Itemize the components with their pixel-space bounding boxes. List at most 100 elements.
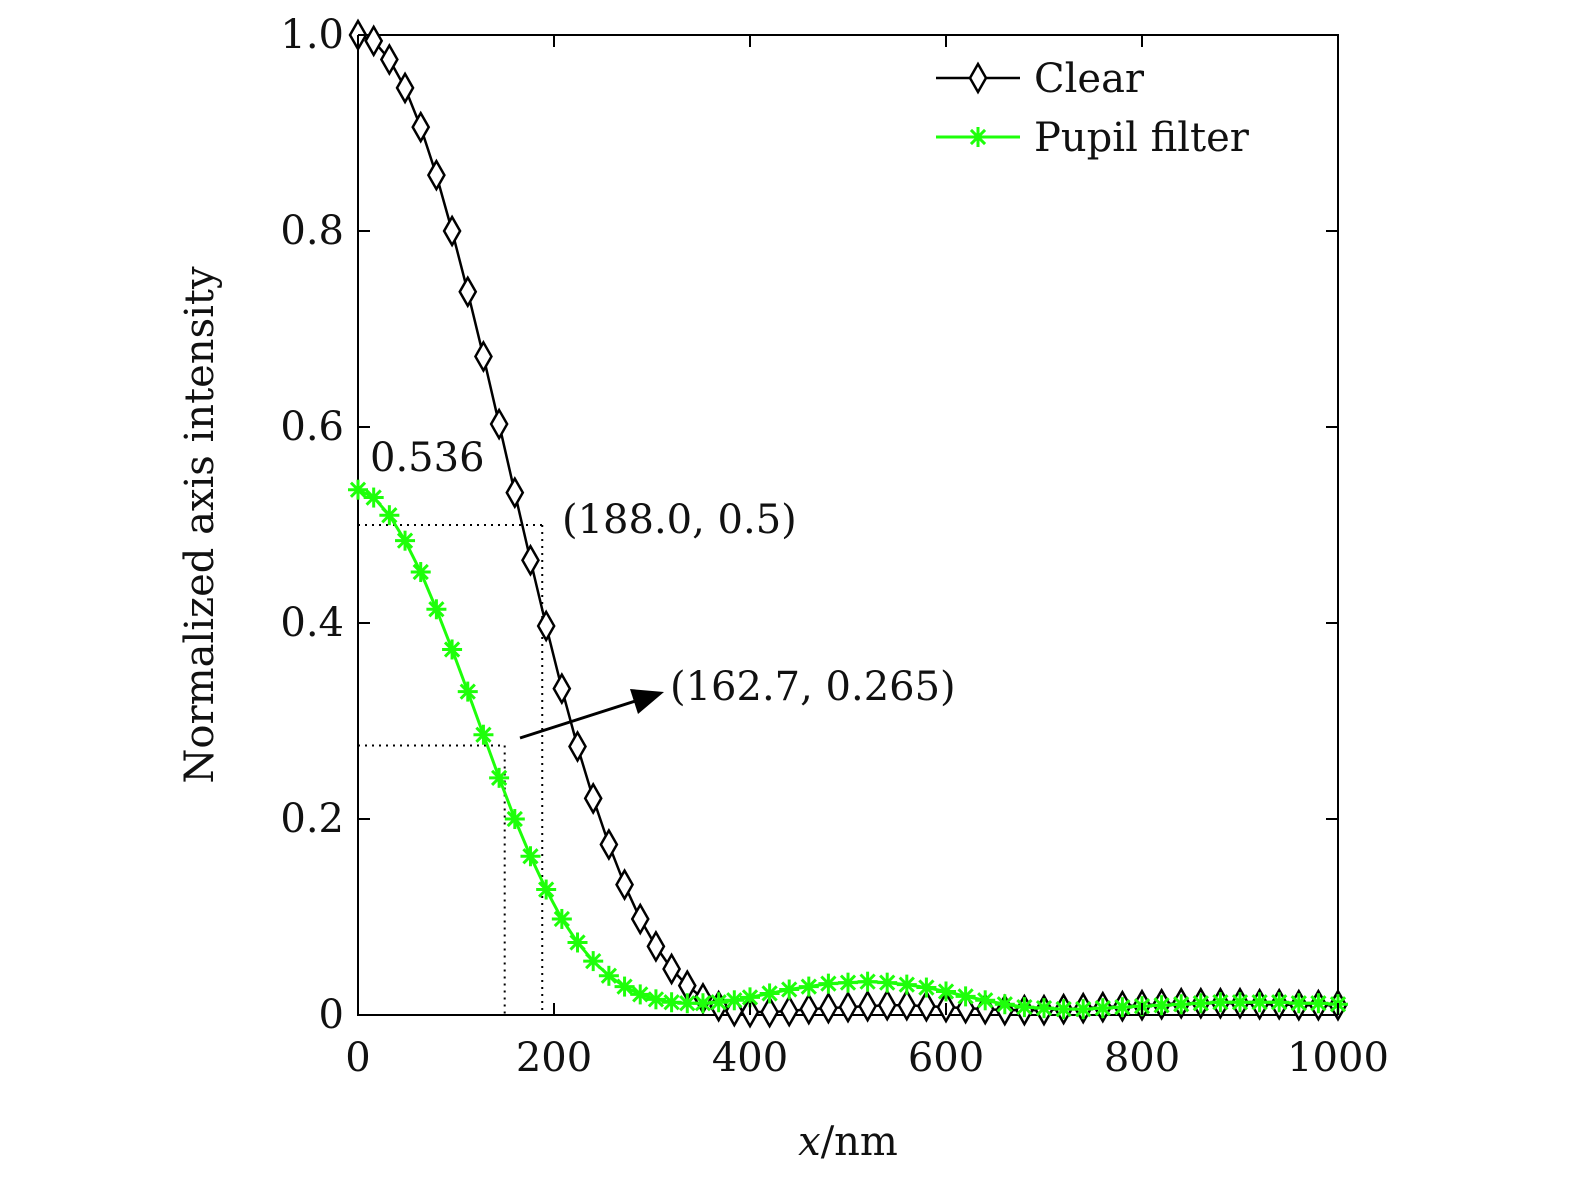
series-layer	[348, 18, 1348, 1029]
data-point	[877, 988, 897, 1022]
data-point	[677, 993, 698, 1014]
data-point	[568, 729, 587, 763]
data-point	[779, 994, 799, 1028]
data-point	[567, 932, 588, 953]
data-point	[1014, 997, 1035, 1018]
data-point	[536, 879, 557, 900]
data-point	[599, 827, 619, 861]
data-point	[410, 562, 431, 583]
data-point	[630, 984, 651, 1005]
x-tick-label: 200	[516, 1035, 592, 1081]
x-axis: 0 200 400 600 800 1000	[345, 35, 1389, 1081]
data-point	[598, 965, 619, 986]
data-point	[1171, 994, 1192, 1015]
data-point	[411, 110, 431, 144]
plot-area	[348, 18, 1348, 1029]
data-point	[975, 990, 996, 1011]
legend-label-clear: Clear	[1034, 56, 1145, 102]
annotation-arrow	[519, 689, 664, 740]
data-point	[1210, 992, 1231, 1013]
y-tick-label: 0.4	[280, 600, 344, 646]
x-tick-label: 800	[1104, 1035, 1180, 1081]
y-tick-label: 0	[319, 992, 344, 1038]
data-point	[818, 973, 839, 994]
guide-lines	[358, 524, 544, 1015]
data-point	[858, 989, 878, 1023]
y-tick-label: 0.6	[280, 404, 344, 450]
data-point	[505, 476, 525, 510]
data-point	[1269, 992, 1290, 1013]
data-point	[395, 530, 416, 551]
legend-item-clear: Clear	[936, 56, 1145, 102]
data-point	[379, 505, 400, 526]
data-point	[583, 951, 604, 972]
data-point	[662, 952, 682, 986]
data-point	[857, 971, 878, 992]
data-point	[897, 988, 917, 1022]
legend-item-pupil-filter: Pupil filter	[936, 115, 1250, 161]
x-tick-label: 600	[908, 1035, 984, 1081]
data-point	[1092, 998, 1113, 1019]
y-axis: 0 0.2 0.4 0.6 0.8 1.0	[280, 12, 1338, 1038]
data-point	[896, 974, 917, 995]
data-point	[458, 275, 478, 309]
data-point	[395, 71, 415, 105]
data-point	[1190, 993, 1211, 1014]
legend-diamond-marker	[968, 61, 988, 95]
data-point	[379, 42, 399, 77]
x-tick-label: 1000	[1287, 1035, 1389, 1081]
data-point	[551, 908, 572, 929]
x-axis-title: x/nm	[798, 1119, 898, 1165]
data-point	[474, 339, 493, 373]
data-point	[504, 809, 525, 829]
data-point	[877, 972, 898, 993]
data-point	[818, 991, 838, 1025]
data-point	[426, 158, 446, 192]
x-tick-label: 0	[345, 1035, 370, 1081]
data-point	[936, 981, 956, 1002]
arrow-head	[630, 689, 664, 714]
data-point	[1112, 997, 1133, 1018]
y-axis-title: Normalized axis intensity	[177, 266, 223, 784]
data-point	[442, 639, 463, 660]
data-point	[838, 972, 858, 993]
legend-asterisk-marker	[968, 127, 988, 147]
data-point	[630, 902, 650, 936]
arrow-shaft	[519, 695, 649, 740]
legend-asterisk	[968, 127, 988, 147]
data-point	[916, 989, 936, 1023]
annotation-peak-value: 0.536	[370, 435, 485, 481]
data-point	[1053, 999, 1074, 1020]
data-point	[798, 976, 819, 997]
data-point	[363, 487, 384, 508]
y-tick-label: 1.0	[280, 12, 344, 58]
annotation-clear-fwhm: (188.0, 0.5)	[562, 497, 797, 543]
data-point	[364, 24, 384, 58]
data-point	[994, 994, 1015, 1015]
data-point	[955, 986, 976, 1007]
data-point	[645, 989, 666, 1010]
annotation-filter-fwhm: (162.7, 0.265)	[670, 664, 956, 710]
data-point	[473, 724, 494, 745]
data-point	[489, 407, 509, 441]
data-point	[1288, 993, 1309, 1014]
data-point	[724, 990, 745, 1011]
data-point	[614, 976, 635, 997]
data-point	[1073, 999, 1094, 1020]
data-point	[426, 599, 447, 620]
data-point	[442, 214, 462, 248]
data-point	[1308, 993, 1329, 1014]
data-point	[779, 979, 800, 1000]
data-point	[348, 479, 368, 500]
data-point	[521, 543, 540, 577]
series-pupil-filter	[348, 479, 1348, 1020]
data-point	[799, 992, 819, 1026]
data-point	[760, 995, 780, 1029]
data-point	[1034, 998, 1054, 1019]
data-point	[457, 681, 478, 702]
data-point	[583, 781, 603, 815]
data-point	[615, 868, 634, 902]
data-point	[646, 929, 666, 963]
data-point	[708, 992, 729, 1013]
